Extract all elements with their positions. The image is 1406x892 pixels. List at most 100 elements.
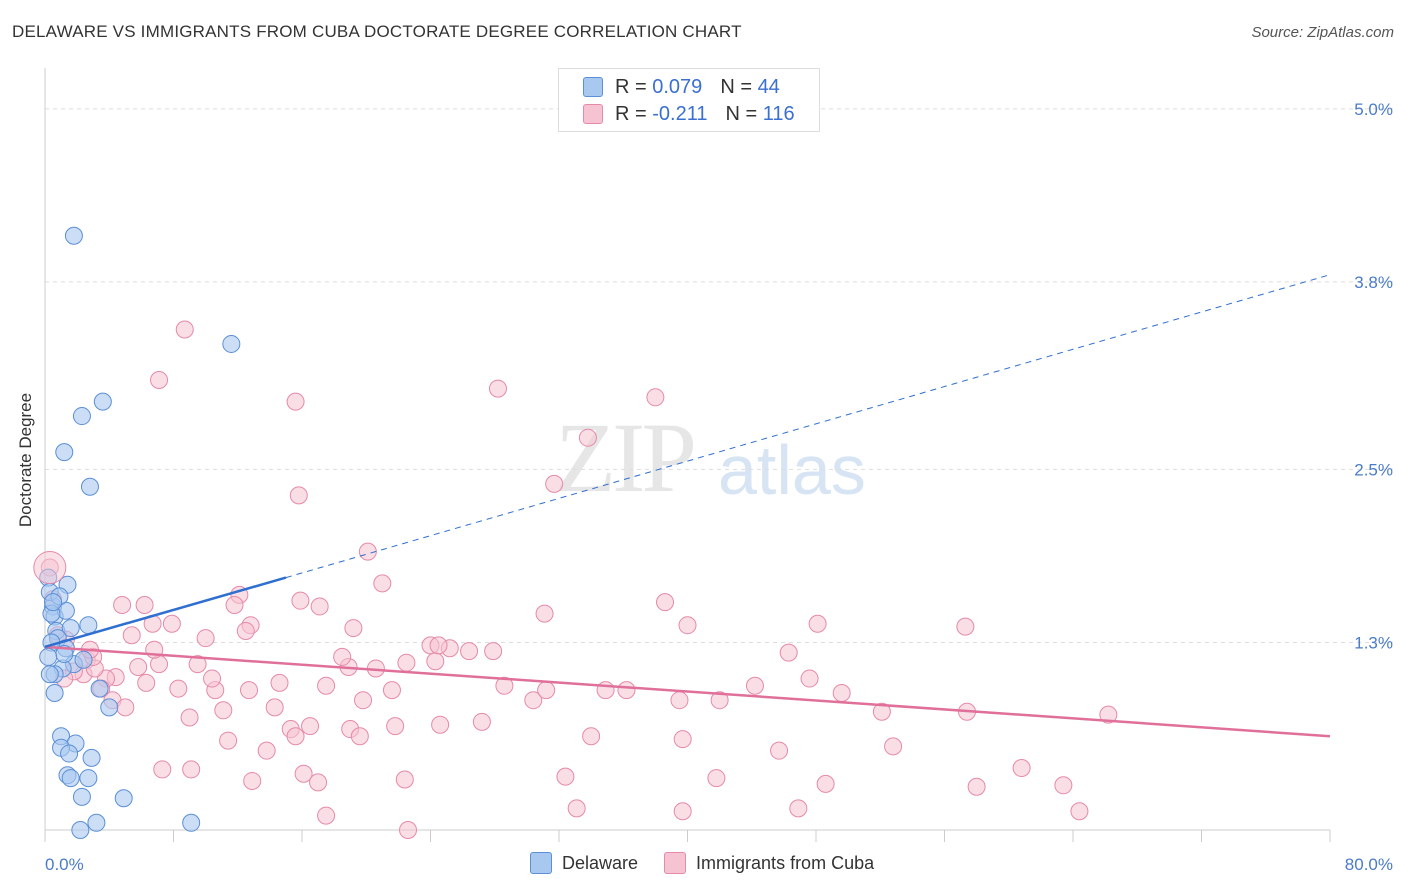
x-tick-label-min: 0.0% — [45, 855, 84, 874]
y-tick-label: 2.5% — [1354, 460, 1393, 479]
cuba-point — [301, 717, 320, 736]
cuba-point — [214, 701, 233, 720]
y-tick-label: 3.8% — [1354, 273, 1393, 292]
cuba-point — [789, 799, 808, 818]
cuba-point — [617, 681, 636, 700]
delaware-point — [40, 665, 59, 684]
cuba-point — [495, 676, 514, 695]
x-tick-label-max: 80.0% — [1345, 855, 1393, 874]
cuba-point — [656, 593, 675, 612]
delaware-point — [72, 407, 91, 426]
cuba-point — [135, 596, 154, 614]
cuba-point — [808, 614, 827, 633]
cuba-trend-line — [44, 645, 1331, 738]
cuba-point — [129, 658, 148, 677]
legend-cuba-label: Immigrants from Cuba — [696, 852, 875, 873]
cuba-point — [203, 669, 222, 688]
cuba-point — [150, 371, 169, 389]
delaware-trend-extension — [285, 274, 1331, 579]
cuba-point — [196, 629, 215, 648]
cuba-point — [770, 741, 789, 760]
cuba-point — [745, 676, 764, 695]
delaware-swatch — [583, 77, 603, 97]
legend-n-label: N = — [725, 102, 758, 125]
delaware-point — [55, 443, 74, 462]
delaware-point — [79, 616, 98, 635]
cuba-point — [219, 731, 238, 750]
cuba-point — [967, 777, 986, 796]
cuba-point — [188, 655, 207, 674]
legend-delaware-label: Delaware — [562, 852, 639, 873]
cuba-point — [236, 621, 255, 640]
delaware-point — [79, 769, 98, 788]
legend-item-delaware: Delaware — [530, 852, 638, 874]
cuba-point — [113, 596, 132, 614]
legend-r-label: R = — [615, 102, 647, 125]
cuba-point — [545, 474, 564, 493]
cuba-point — [816, 774, 835, 793]
cuba-point — [488, 379, 507, 398]
delaware-point — [39, 647, 58, 666]
delaware-point — [60, 744, 79, 763]
delaware-point — [93, 392, 112, 411]
cuba-point — [1099, 705, 1118, 724]
source-label: Source: ZipAtlas.com — [1251, 24, 1394, 41]
cuba-point — [239, 681, 258, 700]
chart-title: DELAWARE VS IMMIGRANTS FROM CUBA DOCTORA… — [12, 22, 742, 41]
legend-n-label: N = — [720, 75, 752, 98]
delaware-legend-swatch — [530, 852, 552, 874]
legend-item-cuba: Immigrants from Cuba — [664, 852, 874, 874]
cuba-point — [431, 715, 450, 734]
cuba-point — [137, 673, 156, 692]
cuba-point — [710, 691, 729, 710]
cuba-point — [162, 614, 181, 633]
cuba-point — [535, 604, 554, 623]
cuba-point — [1012, 758, 1031, 777]
y-tick-label: 1.3% — [1354, 634, 1393, 653]
cuba-point — [294, 764, 313, 783]
delaware-point — [61, 619, 80, 638]
watermark-atlas: atlas — [718, 431, 866, 509]
cuba-point — [800, 669, 819, 688]
delaware-point — [44, 593, 63, 612]
cuba-point — [265, 698, 284, 717]
series-legend: Delaware Immigrants from Cuba — [530, 852, 900, 874]
cuba-point — [317, 676, 336, 695]
cuba-point — [317, 806, 336, 825]
cuba-point — [153, 760, 172, 779]
correlation-legend: R = 0.079 N = 44 R = -0.211 N = 116 — [558, 68, 820, 132]
cuba-point — [344, 619, 363, 638]
cuba-point — [386, 717, 405, 736]
cuba-point — [116, 698, 135, 717]
cuba-point — [524, 691, 543, 710]
cuba-point — [397, 653, 416, 672]
cuba-point — [310, 597, 329, 616]
watermark-zip: ZIP — [555, 402, 697, 513]
legend-r-label: R = — [615, 75, 647, 98]
cuba-point — [169, 679, 188, 698]
legend-row-cuba: R = -0.211 N = 116 — [583, 101, 795, 127]
delaware-point — [222, 334, 241, 353]
cuba-point — [289, 486, 308, 505]
delaware-point — [90, 679, 109, 698]
cuba-point — [426, 652, 445, 671]
y-tick-label: 5.0% — [1354, 100, 1393, 119]
delaware-point — [80, 477, 99, 496]
cuba-point — [382, 681, 401, 700]
cuba-point — [872, 702, 891, 721]
cuba-point — [257, 741, 276, 760]
cuba-point — [472, 712, 491, 731]
cuba-point — [537, 681, 556, 700]
cuba-point — [884, 737, 903, 756]
delaware-point — [71, 821, 90, 839]
legend-r-value: -0.211 — [652, 102, 708, 125]
cuba-point — [1054, 776, 1073, 795]
delaware-point — [182, 813, 201, 832]
cuba-point — [429, 636, 448, 655]
cuba-point — [350, 727, 369, 746]
cuba-point — [1070, 802, 1089, 821]
cuba-legend-swatch — [664, 852, 687, 874]
delaware-point — [45, 683, 64, 702]
cuba-point — [358, 542, 377, 561]
